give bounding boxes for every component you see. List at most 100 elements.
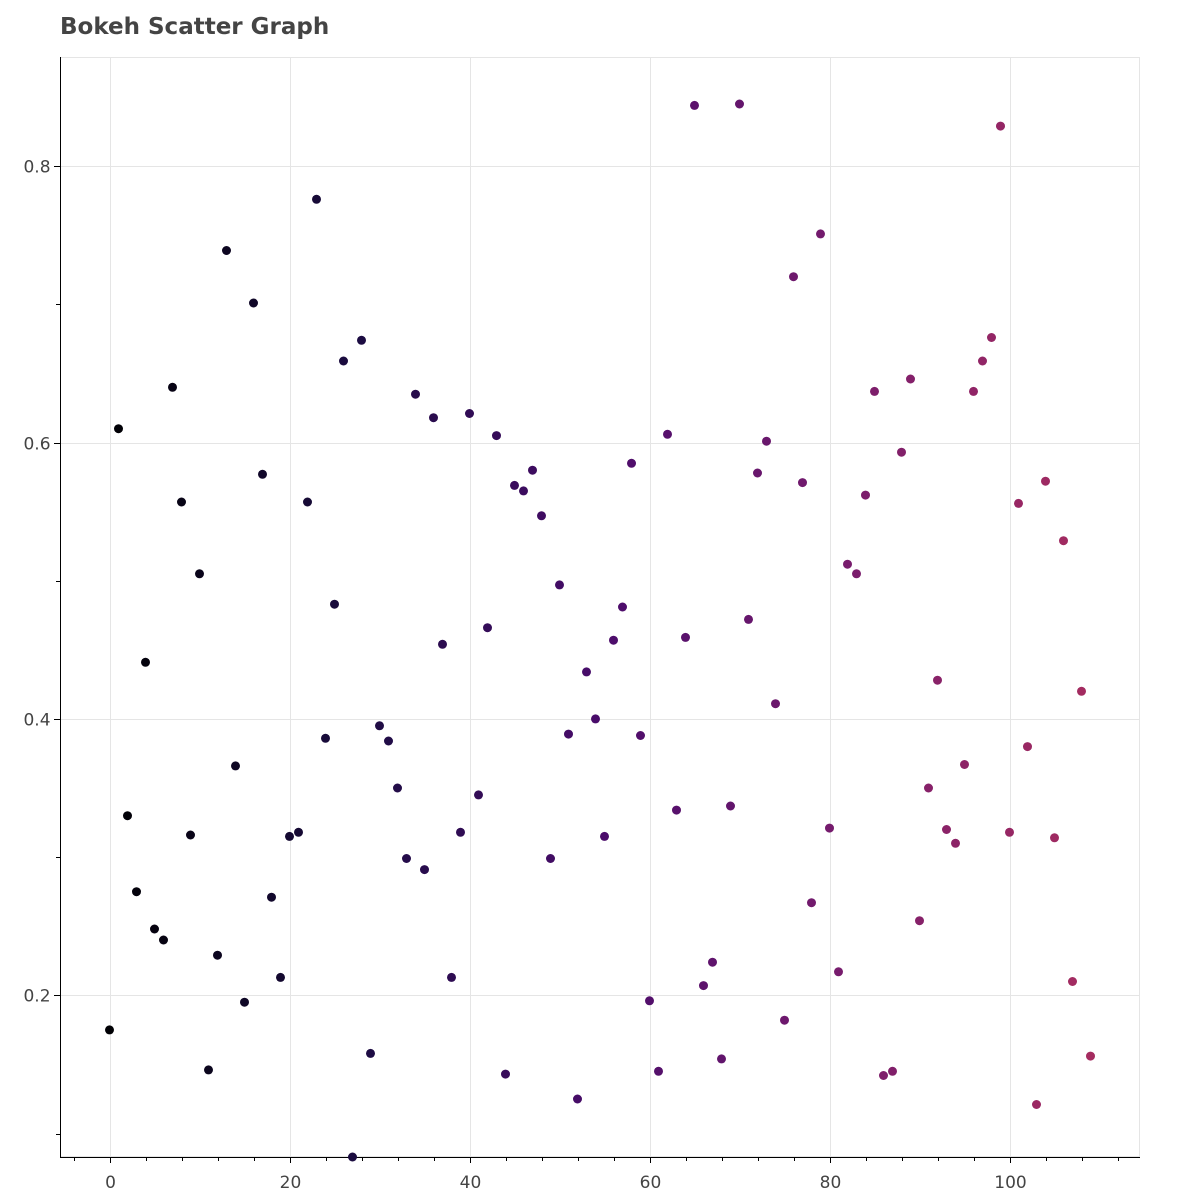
scatter-point: [834, 967, 843, 977]
scatter-point: [564, 729, 573, 739]
scatter-point: [717, 1054, 726, 1064]
scatter-point: [636, 731, 645, 740]
x-tick-label: 20: [280, 1173, 302, 1193]
scatter-point: [1068, 977, 1077, 986]
scatter-point: [816, 229, 825, 239]
scatter-point: [627, 458, 636, 468]
scatter-point: [1050, 833, 1059, 843]
scatter-point: [690, 100, 699, 110]
scatter-point: [510, 480, 519, 490]
scatter-point: [528, 465, 537, 475]
y-tick-label: 0.4: [23, 711, 50, 731]
scatter-point: [663, 429, 672, 439]
scatter-point: [366, 1048, 375, 1058]
scatter-point: [888, 1066, 897, 1076]
scatter-point: [618, 602, 627, 612]
scatter-point: [933, 675, 942, 685]
x-tick-label: 100: [994, 1173, 1026, 1193]
scatter-point: [555, 580, 564, 590]
scatter-point: [447, 972, 456, 982]
scatter-point: [897, 447, 906, 457]
y-tick-label: 0.8: [23, 158, 50, 178]
chart-title: Bokeh Scatter Graph: [60, 14, 330, 40]
scatter-point: [303, 497, 312, 507]
scatter-point: [159, 935, 168, 945]
scatter-point: [483, 623, 492, 633]
scatter-point: [474, 790, 483, 800]
x-tick-label: 80: [820, 1173, 842, 1193]
scatter-point: [600, 831, 609, 841]
scatter-point: [456, 827, 465, 837]
scatter-point: [591, 714, 600, 724]
scatter-point: [645, 996, 654, 1006]
scatter-point: [393, 783, 402, 793]
scatter-point: [753, 468, 762, 478]
scatter-point: [861, 490, 870, 500]
scatter-point: [114, 424, 123, 434]
scatter-point: [339, 356, 348, 366]
scatter-point: [384, 736, 393, 746]
scatter-point: [951, 838, 960, 848]
scatter-point: [276, 972, 285, 982]
scatter-point: [141, 657, 150, 667]
scatter-point: [978, 356, 987, 366]
scatter-point: [870, 386, 879, 396]
scatter-point: [789, 272, 798, 282]
scatter-point: [492, 431, 501, 441]
x-tick-label: 40: [460, 1173, 482, 1193]
scatter-point: [537, 511, 546, 521]
scatter-point: [708, 957, 717, 967]
scatter-point: [843, 559, 852, 569]
scatter-point: [807, 898, 816, 908]
scatter-points: [105, 99, 1095, 1162]
scatter-point: [1005, 827, 1014, 837]
scatter-point: [519, 486, 528, 496]
scatter-point: [609, 635, 618, 645]
scatter-point: [348, 1152, 357, 1162]
scatter-point: [132, 887, 141, 897]
scatter-point: [429, 413, 438, 423]
x-axis-ticks: [74, 1157, 1119, 1163]
scatter-point: [195, 569, 204, 579]
y-gridlines: [60, 166, 1140, 996]
scatter-point: [987, 333, 996, 342]
plot-frame: [60, 57, 1140, 1157]
scatter-point: [546, 854, 555, 863]
scatter-point: [1032, 1100, 1041, 1109]
scatter-point: [321, 733, 330, 743]
scatter-point: [222, 246, 231, 255]
scatter-point: [996, 121, 1005, 131]
scatter-point: [105, 1025, 114, 1035]
scatter-point: [240, 997, 249, 1007]
y-tick-label: 0.6: [23, 435, 50, 455]
scatter-point: [924, 783, 933, 793]
scatter-point: [573, 1094, 582, 1104]
scatter-point: [969, 386, 978, 396]
scatter-point: [438, 639, 447, 649]
scatter-point: [1023, 742, 1032, 752]
scatter-point: [960, 760, 969, 769]
scatter-point: [249, 298, 258, 308]
scatter-point: [672, 805, 681, 815]
scatter-point: [744, 614, 753, 624]
scatter-point: [357, 335, 366, 345]
scatter-point: [1014, 498, 1023, 508]
scatter-point: [879, 1071, 888, 1080]
scatter-point: [204, 1065, 213, 1075]
scatter-point: [780, 1015, 789, 1025]
scatter-point: [771, 699, 780, 709]
scatter-point: [501, 1069, 510, 1079]
scatter-point: [1059, 536, 1068, 546]
y-tick-label: 0.2: [23, 987, 50, 1007]
scatter-point: [942, 825, 951, 834]
scatter-point: [465, 409, 474, 418]
scatter-point: [825, 823, 834, 833]
x-gridlines: [110, 57, 1011, 1157]
scatter-point: [150, 924, 159, 934]
scatter-point: [654, 1066, 663, 1076]
scatter-point: [177, 497, 186, 507]
scatter-point: [762, 436, 771, 446]
scatter-point: [123, 811, 132, 821]
scatter-point: [726, 801, 735, 811]
